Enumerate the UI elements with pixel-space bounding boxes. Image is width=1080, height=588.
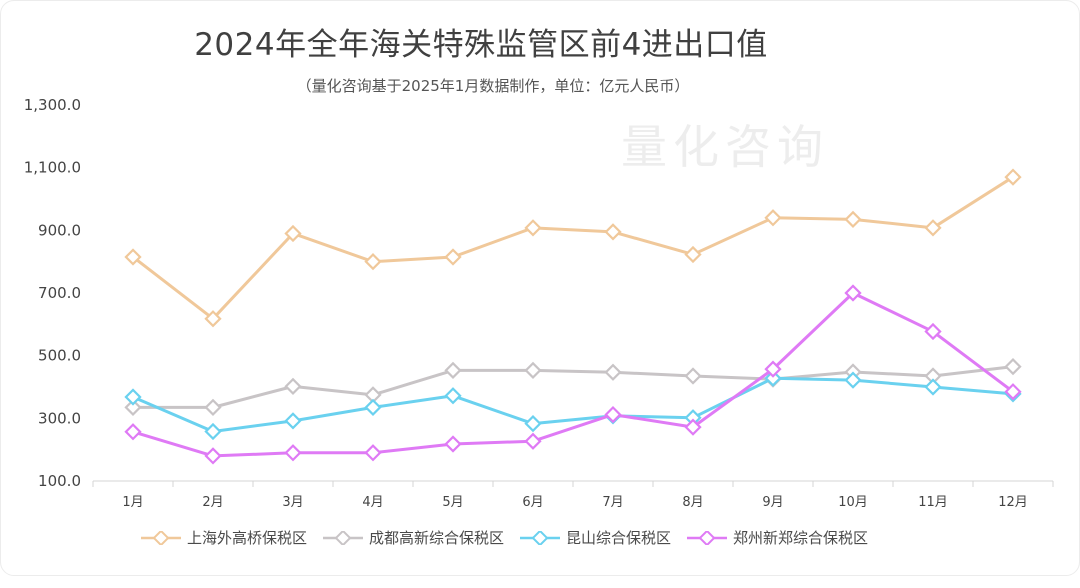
data-point	[684, 409, 702, 427]
data-point	[524, 432, 542, 450]
data-point	[1004, 383, 1022, 401]
series-line	[131, 365, 1015, 409]
data-point	[124, 388, 142, 406]
x-tick-label: 11月	[918, 495, 948, 510]
legend-label: 昆山综合保税区	[566, 529, 672, 547]
data-point	[204, 447, 222, 465]
data-point	[124, 248, 142, 266]
data-point	[1004, 358, 1022, 376]
data-point	[364, 253, 382, 271]
x-tick-label: 12月	[998, 495, 1028, 510]
data-point	[604, 223, 622, 241]
y-tick-label: 1,300.0	[24, 96, 81, 114]
data-point	[444, 361, 462, 380]
data-point	[444, 435, 462, 453]
y-tick-label: 100.0	[38, 472, 81, 490]
x-tick-label: 6月	[522, 495, 543, 510]
data-point	[844, 284, 862, 302]
data-point	[444, 248, 462, 266]
y-tick-label: 700.0	[38, 284, 81, 302]
x-tick-label: 7月	[602, 495, 623, 510]
legend-item-kunshan[interactable]: 昆山综合保税区	[520, 527, 671, 548]
series-line	[131, 175, 1015, 321]
data-point	[284, 412, 302, 430]
legend-marker-icon	[141, 530, 181, 545]
y-tick-label: 300.0	[38, 409, 81, 427]
data-point	[204, 310, 222, 328]
data-point	[924, 367, 942, 385]
data-point	[284, 377, 302, 396]
legend-label: 上海外高桥保税区	[187, 529, 308, 547]
x-tick-label: 1月	[122, 495, 143, 510]
data-point	[924, 219, 942, 237]
legend-item-chengdu[interactable]: 成都高新综合保税区	[323, 527, 504, 548]
y-tick-label: 500.0	[38, 347, 81, 365]
y-tick-label: 900.0	[38, 221, 81, 239]
data-point	[444, 387, 462, 405]
chart-title: 2024年全年海关特殊监管区前4进出口值	[194, 27, 768, 63]
y-tick-label: 1,100.0	[24, 159, 81, 177]
data-point	[124, 423, 142, 441]
series-line	[131, 291, 1015, 458]
series-0	[124, 168, 1022, 328]
data-point	[684, 367, 702, 385]
data-point	[364, 386, 382, 404]
line-chart: 量化咨询 100.0 300.0 500.0 700.0 900.0 1,100.0 1,3…	[24, 96, 1054, 510]
data-point	[604, 405, 622, 424]
data-point	[764, 369, 782, 387]
series-3	[124, 284, 1022, 465]
series-line	[131, 376, 1015, 433]
series-1	[124, 358, 1022, 416]
data-point	[524, 219, 542, 237]
data-point	[364, 398, 382, 416]
watermark-text: 量化咨询	[621, 120, 829, 174]
legend: 上海外高桥保税区 成都高新综合保税区 昆山综合保税区 郑州新郑综合保税区	[141, 527, 884, 548]
x-tick-label: 8月	[682, 495, 703, 510]
x-tick-label: 9月	[762, 495, 783, 510]
x-tick-label: 10月	[838, 495, 868, 510]
data-point	[284, 224, 302, 243]
data-point	[844, 210, 862, 228]
data-point	[524, 415, 542, 433]
legend-item-waigaoqiao[interactable]: 上海外高桥保税区	[141, 527, 307, 548]
data-point	[684, 245, 702, 264]
data-point	[204, 422, 222, 441]
chart-subtitle: （量化咨询基于2025年1月数据制作，单位：亿元人民币）	[296, 77, 690, 95]
data-point	[204, 398, 222, 416]
chart-frame: 量化咨询 100.0 300.0 500.0 700.0 900.0 1,100.0 1,3…	[0, 0, 1080, 576]
data-point	[284, 444, 302, 462]
legend-marker-icon	[323, 530, 364, 545]
x-tick-label: 5月	[442, 495, 463, 510]
data-point	[524, 361, 542, 380]
data-point	[684, 418, 702, 436]
data-point	[924, 378, 942, 396]
x-tick-label: 2月	[202, 495, 223, 510]
data-point	[844, 371, 862, 389]
data-point	[604, 363, 622, 381]
legend-marker-icon	[520, 530, 561, 545]
legend-marker-icon	[687, 530, 728, 545]
data-point	[924, 322, 942, 341]
data-point	[364, 444, 382, 462]
legend-item-zhengzhou[interactable]: 郑州新郑综合保税区	[687, 527, 868, 548]
data-point	[1004, 168, 1022, 186]
data-point	[124, 398, 142, 416]
watermark: 量化咨询	[621, 120, 829, 174]
data-point	[764, 360, 782, 378]
x-tick-label: 4月	[362, 495, 383, 510]
legend-label: 郑州新郑综合保税区	[733, 529, 869, 547]
data-point	[764, 209, 782, 227]
x-tick-label: 3月	[282, 495, 303, 510]
legend-label: 成都高新综合保税区	[369, 529, 505, 547]
